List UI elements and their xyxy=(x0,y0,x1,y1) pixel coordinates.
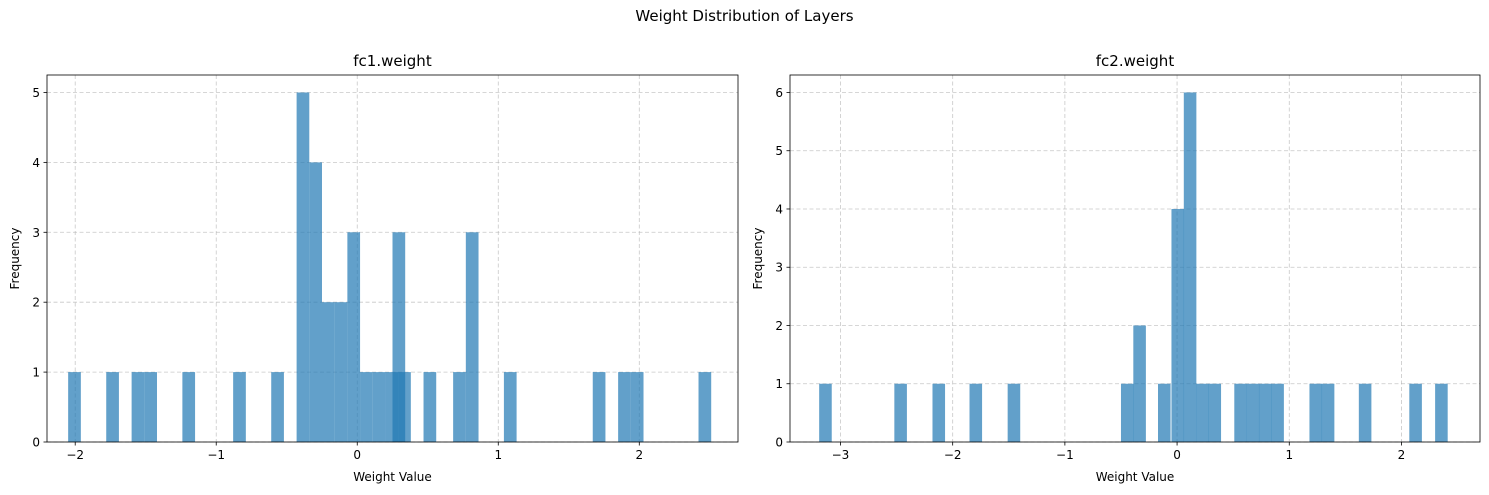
ax2-bar xyxy=(1171,208,1185,442)
ax2-bar xyxy=(1271,383,1284,442)
ax2-bar xyxy=(1007,383,1021,442)
ax1-bar xyxy=(453,372,466,442)
ax2-bar xyxy=(1133,325,1146,442)
ax2-xtick-label: −3 xyxy=(832,448,850,462)
ax2-xtick-label: −1 xyxy=(1056,448,1074,462)
ax2-bar xyxy=(932,383,946,442)
ax2-ytick-label: 5 xyxy=(775,144,783,158)
ax2-xtick-label: 2 xyxy=(1398,448,1406,462)
ax2-bar xyxy=(1234,383,1247,442)
ax1-bar xyxy=(144,372,157,442)
ax2-bar xyxy=(1246,383,1260,442)
ax2-bar xyxy=(894,383,907,442)
ax2-bar xyxy=(819,383,832,442)
ax2-ytick-label: 6 xyxy=(775,86,783,100)
ax1-bar xyxy=(630,372,644,442)
ax1-bar xyxy=(309,162,322,442)
ax2-bar xyxy=(1309,383,1323,442)
ax2-ytick-label: 0 xyxy=(775,436,783,450)
ax2-bar xyxy=(1196,383,1209,442)
ax1-xtick-label: 0 xyxy=(353,448,361,462)
ax2-title: fc2.weight xyxy=(1096,52,1175,70)
ax1-ytick-label: 0 xyxy=(32,436,40,450)
ax2-bar xyxy=(1158,383,1171,442)
ax2-bar xyxy=(1120,383,1134,442)
ax2-bar xyxy=(1258,383,1272,442)
ax1-ytick-label: 4 xyxy=(32,156,40,170)
ax2-ytick-label: 3 xyxy=(775,261,783,275)
ax1-bar xyxy=(698,372,712,442)
ax2-xlabel: Weight Value xyxy=(1096,470,1175,484)
ax1-title: fc1.weight xyxy=(353,52,432,70)
ax1-xtick-label: 1 xyxy=(494,448,502,462)
ax1-bar xyxy=(423,372,437,442)
ax1-bar xyxy=(68,372,81,442)
ax1-xtick-label: 2 xyxy=(635,448,643,462)
ax1-bar xyxy=(321,302,335,442)
ax1-ylabel: Frequency xyxy=(8,228,22,290)
ax1-bar xyxy=(233,372,246,442)
ax2-bar xyxy=(1208,383,1222,442)
ax1-bar xyxy=(271,372,284,442)
ax2-ytick-label: 2 xyxy=(775,319,783,333)
ax1-bar xyxy=(106,372,119,442)
ax1-bar xyxy=(131,372,145,442)
ax1-bar xyxy=(182,372,196,442)
ax1-bar xyxy=(296,92,310,442)
ax2-ytick-label: 1 xyxy=(775,377,783,391)
ax1-bar xyxy=(618,372,631,442)
ax1-ytick-label: 3 xyxy=(32,226,40,240)
ax1-bar xyxy=(398,372,411,442)
ax1-xlabel: Weight Value xyxy=(353,470,432,484)
ax1-bar xyxy=(465,232,479,442)
ax2-ylabel: Frequency xyxy=(751,228,765,290)
ax1-bar xyxy=(334,302,348,442)
figure-suptitle: Weight Distribution of Layers xyxy=(635,7,854,25)
ax1-xtick-label: −1 xyxy=(207,448,225,462)
ax2-xtick-label: −2 xyxy=(944,448,962,462)
ax2-xtick-label: 1 xyxy=(1285,448,1293,462)
ax2-bar xyxy=(1435,383,1448,442)
ax1-bar xyxy=(347,232,361,442)
ax1-xtick-label: −2 xyxy=(66,448,84,462)
ax2-bar xyxy=(1321,383,1335,442)
ax1-ytick-label: 1 xyxy=(32,366,40,380)
ax2-bar xyxy=(1409,383,1422,442)
ax2-bar xyxy=(969,383,983,442)
ax1-group: −2 −1 0 1 2 0 1 2 3 4 5 fc1.weight Weight Value Frequ… xyxy=(8,52,739,484)
ax1-bar xyxy=(592,372,606,442)
ax2-group: −3 −2 −1 0 1 2 0 1 2 3 4 5 6 fc2.weight Weight Value Fr… xyxy=(751,52,1481,484)
ax1-bar xyxy=(503,372,517,442)
ax1-bar xyxy=(372,372,386,442)
ax1-bar xyxy=(360,372,373,442)
ax2-ytick-label: 4 xyxy=(775,202,783,216)
ax1-ytick-label: 5 xyxy=(32,86,40,100)
ax2-frame xyxy=(789,74,1481,443)
ax2-bar xyxy=(1183,92,1197,442)
ax1-ytick-label: 2 xyxy=(32,296,40,310)
ax2-bar xyxy=(1358,383,1372,442)
ax2-xtick-label: 0 xyxy=(1173,448,1181,462)
ax1-frame xyxy=(46,74,739,443)
